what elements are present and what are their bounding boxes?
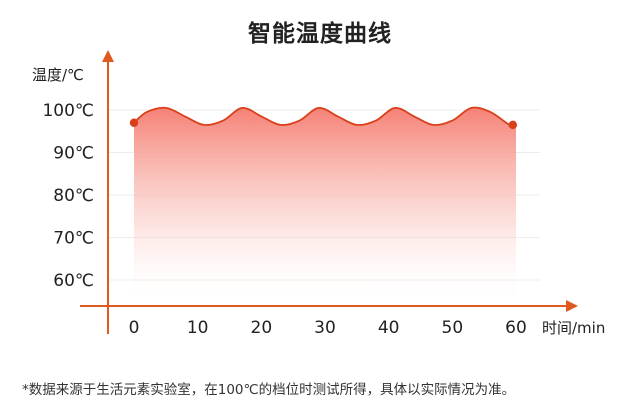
x-axis-title: 时间/min	[542, 319, 605, 337]
x-axis-arrow	[566, 300, 578, 312]
x-tick-label-40: 40	[378, 318, 400, 338]
x-tick-label-30: 30	[314, 318, 336, 338]
x-tick-label-60: 60	[505, 318, 527, 338]
temperature-chart: 60℃ 70℃ 80℃ 90℃ 100℃ 0 10 20 30 40 50 60 温度/℃ 时间/min	[32, 50, 605, 338]
chart-title: 智能温度曲线	[248, 21, 392, 47]
series-line	[129, 106, 518, 130]
footnote: *数据来源于生活元素实验室，在100℃的档位时测试所得，具体以实际情况为准。	[22, 382, 516, 398]
y-tick-label-90: 90℃	[53, 144, 94, 164]
area-fill	[134, 107, 516, 306]
x-tick-label-0: 0	[129, 318, 140, 338]
y-tick-label-100: 100℃	[42, 101, 94, 121]
y-tick-label-60: 60℃	[53, 271, 94, 291]
series-line-path	[133, 106, 517, 127]
data-point-marker-1	[508, 120, 518, 130]
x-tick-label-50: 50	[442, 318, 464, 338]
x-tick-label-10: 10	[187, 318, 209, 338]
y-tick-label-70: 70℃	[53, 229, 94, 249]
y-axis-title: 温度/℃	[32, 66, 84, 84]
y-axis-arrow	[102, 50, 114, 62]
tick-labels: 60℃ 70℃ 80℃ 90℃ 100℃ 0 10 20 30 40 50 60 温度/℃ 时间/min	[32, 66, 605, 338]
x-tick-label-20: 20	[251, 318, 273, 338]
y-tick-label-80: 80℃	[53, 186, 94, 206]
area-fill-path	[134, 107, 516, 306]
data-point-marker-0	[129, 118, 139, 127]
axes	[80, 50, 578, 334]
